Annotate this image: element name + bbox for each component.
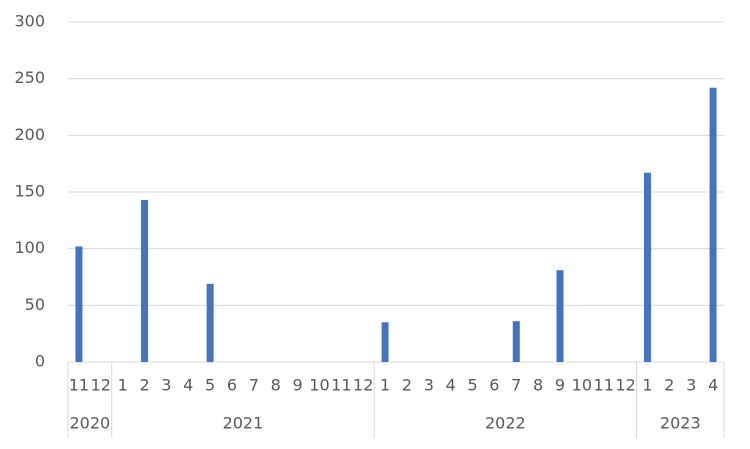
x-tick-label: 9 bbox=[293, 376, 303, 395]
x-tick-label: 6 bbox=[489, 376, 499, 395]
y-tick-label: 250 bbox=[14, 68, 45, 87]
bar bbox=[709, 87, 717, 362]
x-group-label: 2020 bbox=[70, 414, 111, 433]
bar bbox=[141, 199, 149, 362]
x-group-label: 2022 bbox=[485, 414, 526, 433]
x-tick-label: 10 bbox=[309, 376, 329, 395]
y-tick-label: 50 bbox=[25, 295, 45, 314]
x-tick-label: 2 bbox=[139, 376, 149, 395]
x-group-label: 2023 bbox=[660, 414, 701, 433]
x-tick-label: 7 bbox=[249, 376, 259, 395]
bar bbox=[643, 172, 651, 362]
bar bbox=[556, 270, 564, 362]
x-tick-label: 5 bbox=[205, 376, 215, 395]
y-tick-label: 0 bbox=[35, 352, 45, 371]
x-tick-label: 9 bbox=[555, 376, 565, 395]
bar bbox=[75, 246, 83, 362]
x-tick-label: 11 bbox=[69, 376, 89, 395]
x-tick-label: 6 bbox=[227, 376, 237, 395]
bar bbox=[206, 283, 214, 362]
bar bbox=[381, 322, 389, 362]
x-tick-label: 1 bbox=[380, 376, 390, 395]
x-tick-label: 3 bbox=[161, 376, 171, 395]
x-tick-label: 12 bbox=[353, 376, 373, 395]
x-tick-label: 1 bbox=[118, 376, 128, 395]
x-tick-label: 2 bbox=[402, 376, 412, 395]
y-tick-label: 300 bbox=[14, 12, 45, 31]
x-tick-label: 5 bbox=[467, 376, 477, 395]
x-tick-label: 10 bbox=[572, 376, 592, 395]
x-group-label: 2021 bbox=[223, 414, 264, 433]
x-tick-label: 4 bbox=[708, 376, 718, 395]
y-tick-label: 100 bbox=[14, 238, 45, 257]
x-tick-label: 1 bbox=[642, 376, 652, 395]
x-tick-label: 12 bbox=[615, 376, 635, 395]
x-tick-label: 11 bbox=[331, 376, 351, 395]
x-tick-label: 3 bbox=[686, 376, 696, 395]
x-tick-label: 4 bbox=[446, 376, 456, 395]
x-tick-label: 3 bbox=[424, 376, 434, 395]
x-tick-label: 2 bbox=[664, 376, 674, 395]
y-tick-label: 150 bbox=[14, 182, 45, 201]
x-tick-label: 8 bbox=[533, 376, 543, 395]
bar bbox=[512, 321, 520, 362]
x-tick-label: 8 bbox=[271, 376, 281, 395]
x-tick-label: 7 bbox=[511, 376, 521, 395]
x-tick-label: 4 bbox=[183, 376, 193, 395]
x-tick-label: 12 bbox=[91, 376, 111, 395]
x-tick-label: 11 bbox=[594, 376, 614, 395]
y-tick-label: 200 bbox=[14, 125, 45, 144]
